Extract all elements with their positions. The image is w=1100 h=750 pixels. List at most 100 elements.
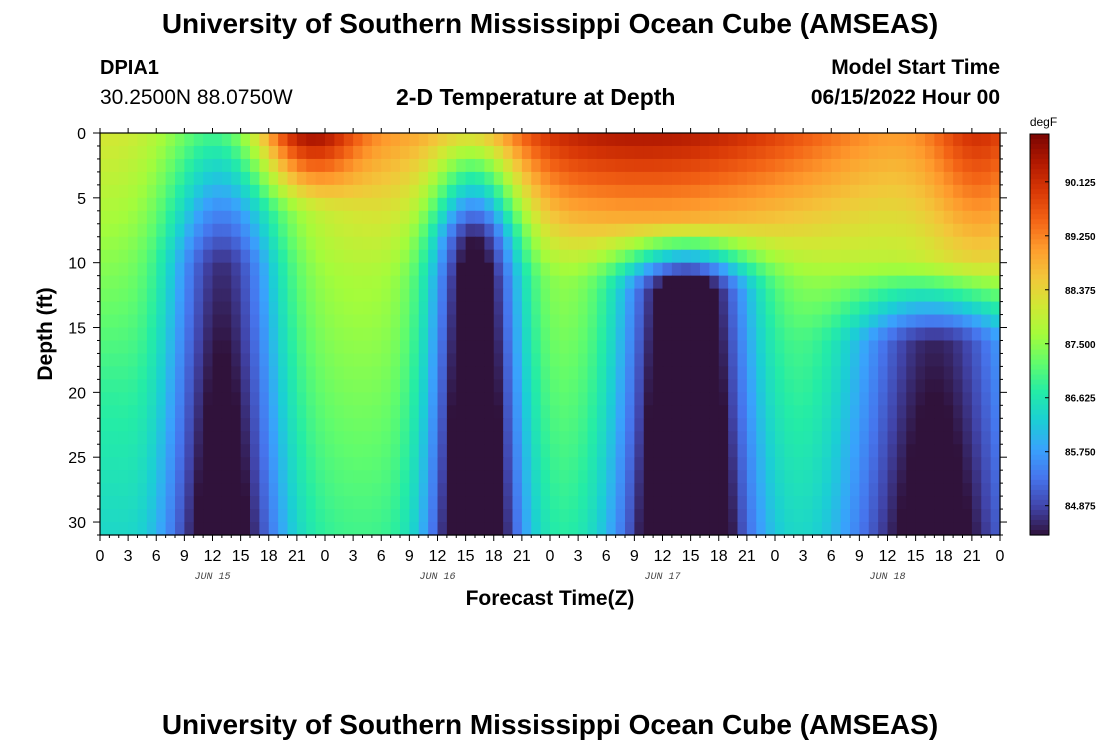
heatmap-cell — [503, 418, 514, 432]
heatmap-cell — [793, 288, 804, 303]
heatmap-cell — [690, 392, 701, 406]
heatmap-cell — [615, 483, 626, 497]
heatmap-cell — [953, 184, 964, 199]
heatmap-cell — [915, 171, 926, 186]
heatmap-cell — [353, 353, 364, 368]
heatmap-cell — [250, 405, 260, 419]
heatmap-cell — [596, 184, 607, 199]
heatmap-cell — [793, 483, 804, 497]
heatmap-cell — [193, 314, 204, 329]
heatmap-cell — [465, 301, 476, 316]
heatmap-cell — [306, 197, 317, 212]
heatmap-cell — [418, 314, 429, 329]
heatmap-cell — [718, 210, 729, 225]
heatmap-cell — [165, 483, 176, 497]
heatmap-cell — [165, 327, 176, 342]
heatmap-cell — [100, 379, 110, 393]
heatmap-cell — [793, 262, 804, 277]
heatmap-cell — [981, 509, 992, 523]
heatmap-cell — [775, 210, 785, 225]
heatmap-cell — [146, 145, 157, 160]
heatmap-cell — [362, 457, 373, 471]
heatmap-cell — [971, 314, 982, 329]
heatmap-cell — [221, 133, 232, 147]
heatmap-cell — [643, 133, 654, 147]
heatmap-cell — [146, 353, 157, 368]
heatmap-cell — [475, 262, 485, 277]
heatmap-cell — [840, 418, 851, 432]
heatmap-cell — [184, 249, 195, 264]
heatmap-cell — [128, 288, 139, 303]
heatmap-cell — [484, 340, 495, 355]
heatmap-cell — [681, 392, 692, 406]
colorbar-swatch — [1030, 274, 1049, 280]
heatmap-cell — [343, 145, 354, 160]
heatmap-cell — [793, 457, 804, 471]
heatmap-cell — [475, 236, 485, 251]
heatmap-cell — [850, 483, 860, 497]
heatmap-cell — [803, 236, 814, 251]
heatmap-cell — [362, 145, 373, 160]
heatmap-cell — [343, 249, 354, 264]
heatmap-cell — [203, 483, 214, 497]
heatmap-cell — [278, 236, 289, 251]
heatmap-cell — [775, 171, 785, 186]
heatmap-cell — [821, 145, 832, 160]
heatmap-cell — [840, 145, 851, 160]
heatmap-cell — [296, 496, 307, 510]
heatmap-cell — [953, 158, 964, 173]
x-tick-label: 9 — [405, 548, 414, 565]
heatmap-cell — [962, 496, 973, 510]
heatmap-cell — [503, 366, 514, 380]
heatmap-cell — [484, 509, 495, 523]
heatmap-cell — [203, 288, 214, 303]
heatmap-cell — [625, 444, 635, 458]
heatmap-cell — [925, 314, 935, 329]
heatmap-cell — [746, 249, 757, 264]
heatmap-cell — [493, 418, 504, 432]
heatmap-cell — [559, 470, 570, 484]
heatmap-cell — [765, 470, 776, 484]
heatmap-cell — [700, 353, 710, 368]
heatmap-cell — [493, 210, 504, 225]
heatmap-cell — [146, 379, 157, 393]
heatmap-cell — [559, 314, 570, 329]
heatmap-cell — [681, 444, 692, 458]
heatmap-cell — [118, 379, 129, 393]
heatmap-cell — [550, 133, 560, 147]
heatmap-cell — [671, 418, 682, 432]
heatmap-cell — [259, 470, 270, 484]
heatmap-cell — [221, 340, 232, 355]
heatmap-cell — [203, 457, 214, 471]
heatmap-cell — [128, 457, 139, 471]
heatmap-cell — [540, 379, 551, 393]
heatmap-cell — [418, 133, 429, 147]
heatmap-cell — [165, 288, 176, 303]
heatmap-cell — [971, 158, 982, 173]
heatmap-cell — [643, 431, 654, 445]
heatmap-cell — [728, 184, 739, 199]
heatmap-cell — [615, 340, 626, 355]
heatmap-cell — [390, 301, 401, 316]
colorbar-tick-label: 86.625 — [1065, 394, 1096, 405]
heatmap-cell — [306, 340, 317, 355]
heatmap-cell — [400, 288, 410, 303]
heatmap-cell — [887, 522, 898, 536]
heatmap-cell — [943, 483, 954, 497]
heatmap-cell — [240, 405, 251, 419]
heatmap-cell — [240, 158, 251, 173]
heatmap-cell — [193, 184, 204, 199]
heatmap-cell — [521, 223, 532, 238]
heatmap-cell — [728, 288, 739, 303]
heatmap-cell — [850, 210, 860, 225]
heatmap-cell — [193, 236, 204, 251]
x-tick-label: 12 — [204, 548, 222, 565]
x-tick-label: 15 — [457, 548, 475, 565]
heatmap-cell — [146, 327, 157, 342]
heatmap-cell — [521, 275, 532, 290]
heatmap-cell — [859, 392, 870, 406]
heatmap-cell — [662, 249, 673, 264]
heatmap-cell — [775, 197, 785, 212]
heatmap-cell — [625, 392, 635, 406]
heatmap-cell — [193, 288, 204, 303]
